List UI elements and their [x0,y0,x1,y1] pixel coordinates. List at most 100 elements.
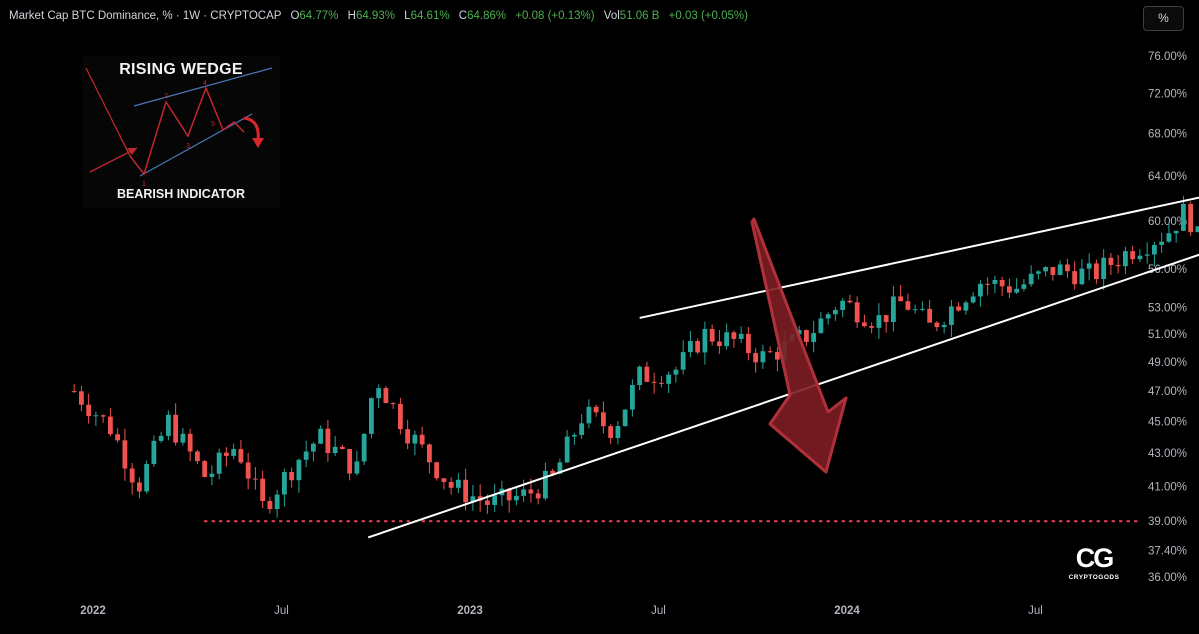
candle-body [731,332,737,339]
bearish-arrow [750,217,848,474]
candle-body [1036,271,1041,274]
logo-mark: CG [1075,543,1115,573]
candle-body [340,446,345,450]
y-tick-label: 47.00% [1148,386,1187,398]
y-tick-label: 36.00% [1148,572,1187,584]
candle-body [746,333,751,354]
open-label: O [290,10,300,22]
candle-body [448,481,454,488]
candle-body [970,296,976,303]
pivot-label-4: 4 [203,80,207,87]
y-tick-label: 51.00% [1148,329,1187,341]
close-value: 64.86% [467,10,507,22]
candle-body [456,479,461,488]
candle-body [992,280,998,284]
candle-body [956,306,962,311]
percent-scale-button[interactable]: % [1143,6,1184,31]
candle-body [303,451,309,460]
y-tick-label: 41.00% [1148,481,1187,493]
y-tick-label: 43.00% [1148,448,1187,460]
open-value: 64.77% [299,10,339,22]
candle-body [398,403,403,430]
vol-change-value: +0.03 (+0.05%) [668,10,748,22]
candle-body [688,341,693,353]
candle-body [1159,241,1165,245]
candle-body [854,302,860,323]
candle-body [717,341,722,347]
candle-body [557,462,563,474]
candle-body [869,326,875,328]
candle-body [1188,203,1194,233]
candle-body [1086,263,1092,269]
candle-body [985,283,991,285]
candle-body [811,333,817,342]
candle-body [760,351,766,363]
low-value: 64.61% [410,10,450,22]
wedge-left-arrow-line [85,67,131,157]
candle-body [1050,267,1056,275]
pivot-label-3: 3 [186,143,190,150]
y-tick-label: 64.00% [1148,171,1187,183]
high-label: H [347,10,356,22]
candle-body [535,493,541,499]
candle-body [1137,255,1143,260]
candle-body [1014,288,1020,293]
y-tick-label: 45.00% [1148,416,1187,428]
candle-body [347,449,353,474]
y-tick-label: 37.40% [1148,545,1187,557]
y-tick-label: 60.00% [1148,216,1187,228]
candle-body [187,433,193,452]
candle-body [1173,230,1179,234]
y-tick-label: 53.00% [1148,302,1187,314]
candle-body [361,433,367,462]
candle-body [1043,267,1049,272]
wedge-lead-in-line [89,147,138,173]
candle-body [1115,264,1121,267]
candle-body [1144,254,1150,256]
candle-body [195,451,200,462]
candle-body [144,464,150,492]
candle-body [115,434,121,441]
candle-body [376,388,382,399]
candle-body [724,332,730,347]
candle-body [1108,257,1114,265]
change-value: +0.08 (+0.13%) [515,10,595,22]
candle-body [1065,264,1070,272]
candle-body [949,306,954,325]
vol-value: 51.06 B [619,10,660,22]
candle-body [1028,273,1034,285]
bearish-down-arrow [750,217,848,474]
cryptogods-logo: CG CRYPTOGODS [1062,544,1126,588]
candle-body [245,462,251,479]
y-axis: 76.00% 72.00% 68.00% 64.00% 60.00% 56.00% 53.0… [1148,51,1187,584]
wedge-diagram: 1 2 3 4 5 [85,67,273,188]
wedge-breakdown-arrow [243,116,260,141]
candle-body [405,429,411,444]
candle-body [912,309,918,311]
y-tick-label: 72.00% [1148,89,1187,101]
candle-body [898,296,904,302]
candle-body [891,296,896,323]
candle-body [963,302,969,311]
candle-body [369,398,374,434]
candle-body [1079,268,1085,285]
candle-body [470,496,476,503]
candle-body [514,495,519,501]
candle-body [122,440,128,469]
candle-body [528,489,534,494]
candle-body [702,328,708,353]
x-tick-label: 2023 [457,605,483,617]
candle-body [108,416,113,435]
candle-body [1094,263,1099,279]
candle-body [231,449,237,456]
candle-body [180,433,186,443]
candle-body [1021,284,1027,289]
pivot-label-1: 1 [142,181,146,188]
candle-body [1007,286,1012,293]
candle-body [274,494,280,509]
candle-body [267,501,273,509]
candle-body [289,472,295,481]
candle-body [775,351,780,360]
candle-body [920,308,925,310]
